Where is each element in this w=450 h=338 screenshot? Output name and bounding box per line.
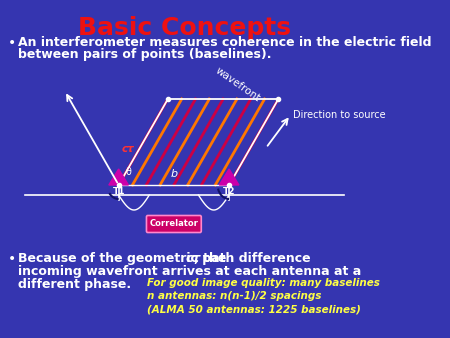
Text: For good image quality: many baselines
n antennas: n(n-1)/2 spacings
(ALMA 50 an: For good image quality: many baselines n… <box>147 278 380 314</box>
Text: T1: T1 <box>112 187 125 196</box>
Text: different phase.: different phase. <box>18 278 131 291</box>
Text: wavefront: wavefront <box>214 66 262 104</box>
Text: cτ: cτ <box>186 252 201 265</box>
Text: cτ: cτ <box>121 144 134 154</box>
Text: Because of the geometric path difference: Because of the geometric path difference <box>18 252 315 265</box>
Text: incoming wavefront arrives at each antenna at a: incoming wavefront arrives at each anten… <box>18 265 361 278</box>
Polygon shape <box>219 169 239 185</box>
Polygon shape <box>109 169 128 185</box>
Text: •: • <box>8 252 17 266</box>
Text: Basic Concepts: Basic Concepts <box>77 16 291 40</box>
Text: •: • <box>8 36 17 50</box>
Text: b: b <box>170 169 177 179</box>
Text: T2: T2 <box>223 187 235 196</box>
FancyBboxPatch shape <box>146 216 201 233</box>
Text: Correlator: Correlator <box>149 219 198 228</box>
Text: θ: θ <box>125 167 131 177</box>
Text: , the: , the <box>194 252 226 265</box>
Text: between pairs of points (baselines).: between pairs of points (baselines). <box>18 48 271 61</box>
Text: An interferometer measures coherence in the electric field: An interferometer measures coherence in … <box>18 36 432 49</box>
Text: Direction to source: Direction to source <box>293 110 386 120</box>
